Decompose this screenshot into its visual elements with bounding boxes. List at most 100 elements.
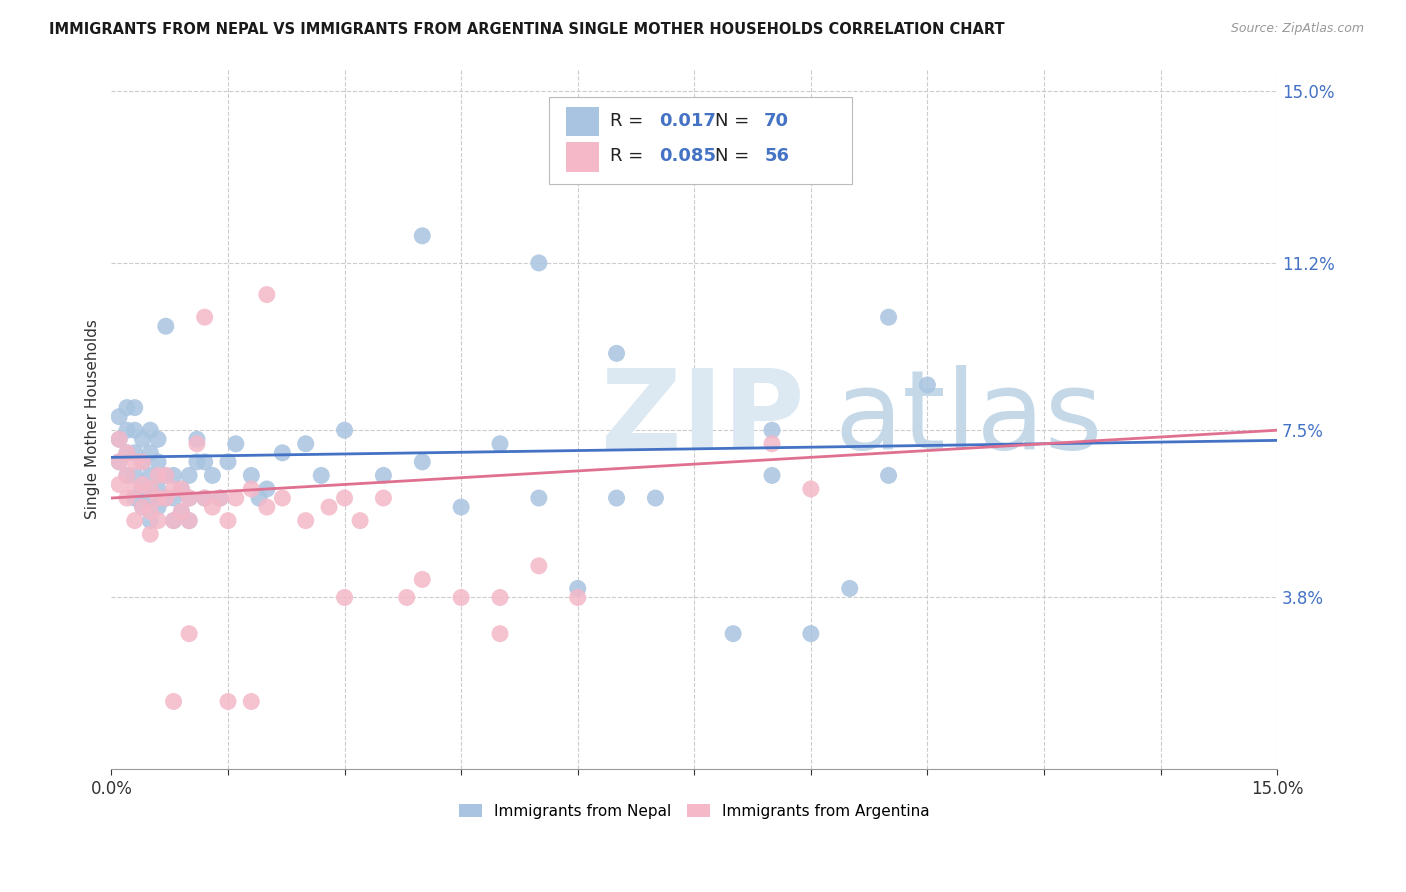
Point xyxy=(124,482,146,496)
Point xyxy=(170,482,193,496)
Point xyxy=(247,491,270,505)
Point xyxy=(333,591,356,605)
Point xyxy=(349,514,371,528)
Point xyxy=(170,505,193,519)
Point xyxy=(131,432,153,446)
Point xyxy=(644,491,666,505)
Text: IMMIGRANTS FROM NEPAL VS IMMIGRANTS FROM ARGENTINA SINGLE MOTHER HOUSEHOLDS CORR: IMMIGRANTS FROM NEPAL VS IMMIGRANTS FROM… xyxy=(49,22,1005,37)
Point xyxy=(146,514,169,528)
Legend: Immigrants from Nepal, Immigrants from Argentina: Immigrants from Nepal, Immigrants from A… xyxy=(453,797,935,825)
Point xyxy=(146,468,169,483)
Point xyxy=(139,482,162,496)
Point xyxy=(294,437,316,451)
Point xyxy=(240,694,263,708)
Point xyxy=(194,310,217,325)
Point xyxy=(179,468,201,483)
Point xyxy=(373,491,395,505)
Text: R =: R = xyxy=(610,147,650,165)
Text: 0.017: 0.017 xyxy=(659,112,716,130)
FancyBboxPatch shape xyxy=(567,142,599,171)
Text: Source: ZipAtlas.com: Source: ZipAtlas.com xyxy=(1230,22,1364,36)
Point xyxy=(115,401,138,415)
Text: N =: N = xyxy=(716,112,755,130)
Point xyxy=(115,468,138,483)
Point xyxy=(256,482,278,496)
Point xyxy=(450,591,472,605)
Text: atlas: atlas xyxy=(834,366,1102,473)
Point xyxy=(146,432,169,446)
Point xyxy=(124,455,146,469)
FancyBboxPatch shape xyxy=(567,107,599,136)
Point xyxy=(179,491,201,505)
Point xyxy=(131,455,153,469)
Point xyxy=(917,378,939,392)
FancyBboxPatch shape xyxy=(548,96,852,184)
Point xyxy=(194,491,217,505)
Point xyxy=(179,514,201,528)
Point xyxy=(877,468,900,483)
Point xyxy=(115,446,138,460)
Point xyxy=(124,446,146,460)
Text: 56: 56 xyxy=(765,147,789,165)
Point xyxy=(395,591,418,605)
Point xyxy=(162,468,184,483)
Point xyxy=(131,477,153,491)
Point xyxy=(108,409,131,424)
Point xyxy=(124,491,146,505)
Point xyxy=(186,455,208,469)
Point xyxy=(838,582,860,596)
Point xyxy=(186,432,208,446)
Point xyxy=(162,482,184,496)
Point xyxy=(194,455,217,469)
Point xyxy=(179,514,201,528)
Point xyxy=(139,446,162,460)
Point xyxy=(411,228,433,243)
Text: 70: 70 xyxy=(765,112,789,130)
Point xyxy=(225,437,247,451)
Point xyxy=(155,468,177,483)
Point xyxy=(877,310,900,325)
Point xyxy=(146,491,169,505)
Point xyxy=(411,455,433,469)
Point xyxy=(450,500,472,514)
Point xyxy=(761,437,783,451)
Point xyxy=(606,491,628,505)
Point xyxy=(124,423,146,437)
Text: N =: N = xyxy=(716,147,755,165)
Point xyxy=(761,468,783,483)
Y-axis label: Single Mother Households: Single Mother Households xyxy=(86,319,100,519)
Point xyxy=(108,477,131,491)
Point xyxy=(721,626,744,640)
Point xyxy=(209,491,232,505)
Point xyxy=(124,468,146,483)
Point xyxy=(240,468,263,483)
Point xyxy=(309,468,332,483)
Point xyxy=(108,432,131,446)
Point xyxy=(155,468,177,483)
Point xyxy=(217,455,239,469)
Point xyxy=(489,437,512,451)
Point xyxy=(567,582,589,596)
Point xyxy=(108,455,131,469)
Point xyxy=(225,491,247,505)
Point xyxy=(217,694,239,708)
Point xyxy=(146,500,169,514)
Point xyxy=(527,256,550,270)
Point xyxy=(373,468,395,483)
Point xyxy=(139,423,162,437)
Point xyxy=(124,514,146,528)
Point xyxy=(209,491,232,505)
Point xyxy=(162,514,184,528)
Point xyxy=(170,482,193,496)
Text: ZIP: ZIP xyxy=(600,366,804,473)
Point xyxy=(115,423,138,437)
Point xyxy=(294,514,316,528)
Point xyxy=(131,482,153,496)
Point xyxy=(333,423,356,437)
Point xyxy=(489,626,512,640)
Text: R =: R = xyxy=(610,112,650,130)
Point xyxy=(155,491,177,505)
Point xyxy=(194,491,217,505)
Point xyxy=(411,573,433,587)
Point xyxy=(131,500,153,514)
